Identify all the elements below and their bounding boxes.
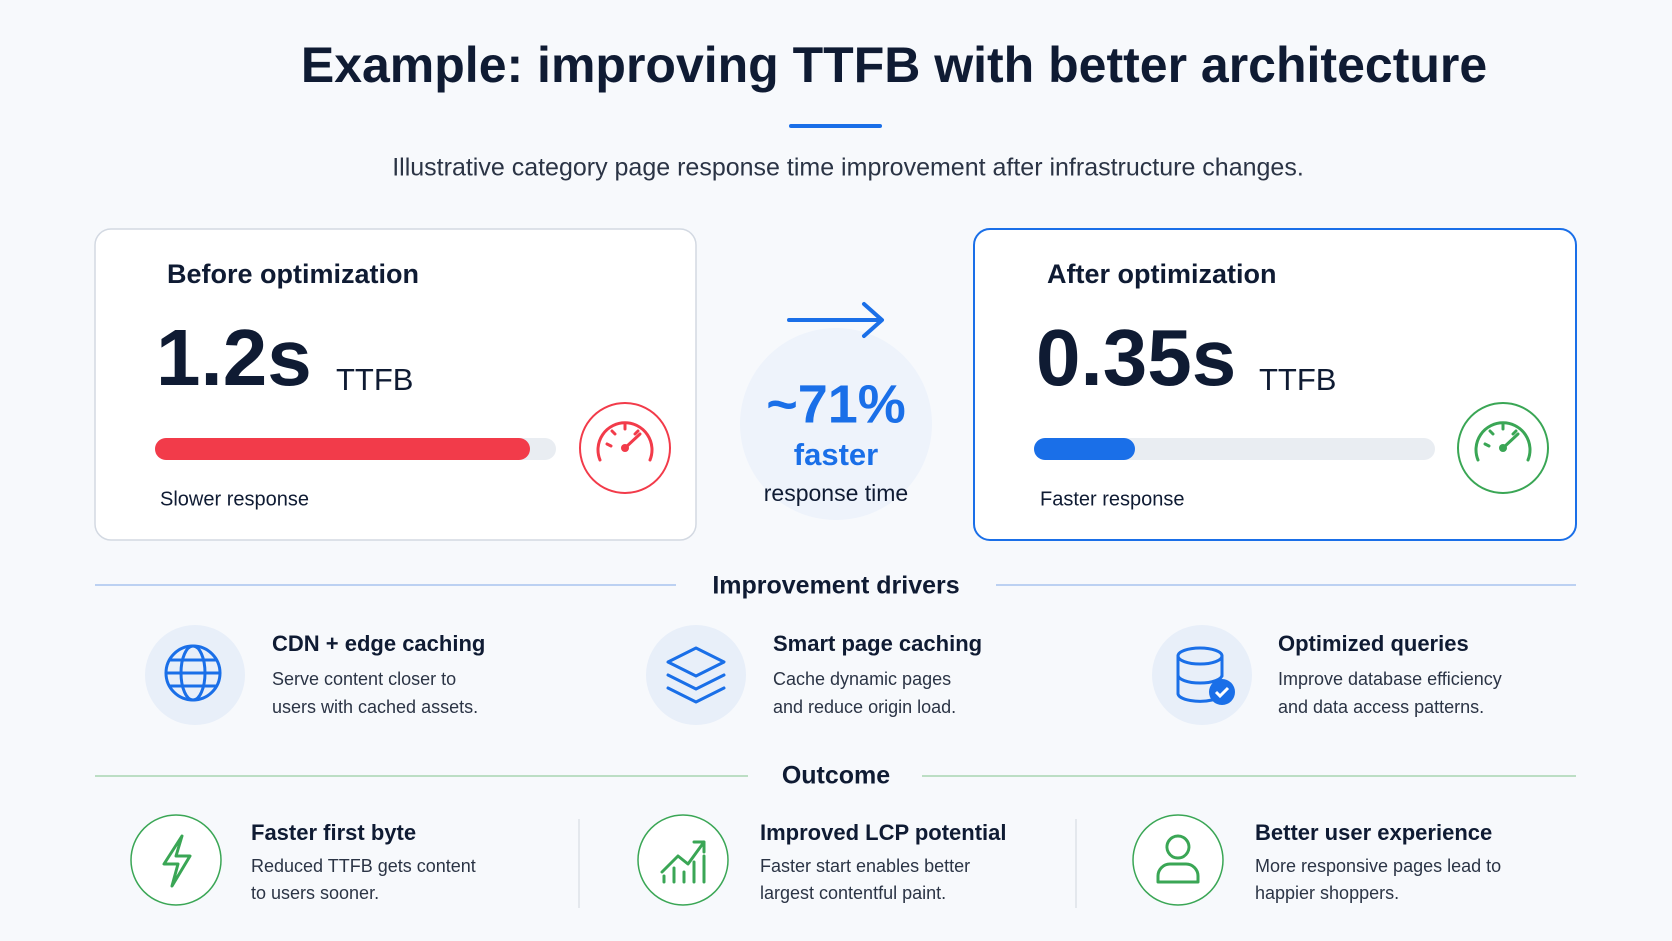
item-title: Better user experience <box>1255 820 1492 845</box>
item-title: Faster first byte <box>251 820 416 845</box>
item-description: Reduced TTFB gets content <box>251 856 476 876</box>
item-description: users with cached assets. <box>272 697 478 717</box>
arrow <box>787 302 884 338</box>
before-unit: TTFB <box>336 362 414 397</box>
before-heading: Before optimization <box>167 259 419 289</box>
outcome-icons <box>130 814 1224 906</box>
improvement-value: ~71% <box>766 374 906 434</box>
item-title: Smart page caching <box>773 631 982 656</box>
improvement-circle <box>740 328 932 520</box>
item-description: Cache dynamic pages <box>773 669 951 689</box>
before-bar <box>155 438 530 460</box>
fast-gauge <box>1457 402 1549 494</box>
improvement-label: faster <box>794 437 878 472</box>
improvement-caption: response time <box>764 480 908 506</box>
after-heading: After optimization <box>1047 259 1277 289</box>
item-description: Serve content closer to <box>272 669 456 689</box>
slow-gauge <box>579 402 671 494</box>
after-caption: Faster response <box>1040 488 1185 510</box>
before-caption: Slower response <box>160 488 309 510</box>
item-description: and data access patterns. <box>1278 697 1484 717</box>
after-unit: TTFB <box>1259 362 1337 397</box>
item-description: happier shoppers. <box>1255 883 1399 903</box>
title: Example: improving TTFB with better arch… <box>301 37 1487 93</box>
item-description: and reduce origin load. <box>773 697 956 717</box>
after-track <box>1034 438 1435 460</box>
item-title: CDN + edge caching <box>272 631 485 656</box>
before-card <box>94 228 697 541</box>
item-description: More responsive pages lead to <box>1255 856 1501 876</box>
driver-icons <box>145 625 1252 725</box>
title-underline <box>789 124 882 128</box>
item-description: to users sooner. <box>251 883 379 903</box>
outcome-title: Outcome <box>782 762 890 790</box>
item-title: Improved LCP potential <box>760 820 1007 845</box>
before-value: 1.2s <box>156 313 312 402</box>
after-card <box>973 228 1577 541</box>
item-title: Optimized queries <box>1278 631 1469 656</box>
after-bar <box>1034 438 1135 460</box>
subtitle: Illustrative category page response time… <box>392 154 1304 182</box>
after-value: 0.35s <box>1036 313 1236 402</box>
item-description: Faster start enables better <box>760 856 970 876</box>
item-description: Improve database efficiency <box>1278 669 1502 689</box>
item-description: largest contentful paint. <box>760 883 946 903</box>
drivers-title: Improvement drivers <box>712 572 959 600</box>
